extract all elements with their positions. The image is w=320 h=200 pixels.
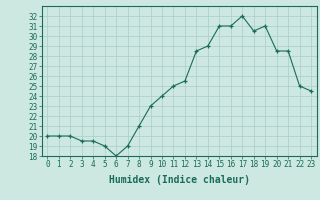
X-axis label: Humidex (Indice chaleur): Humidex (Indice chaleur): [109, 175, 250, 185]
